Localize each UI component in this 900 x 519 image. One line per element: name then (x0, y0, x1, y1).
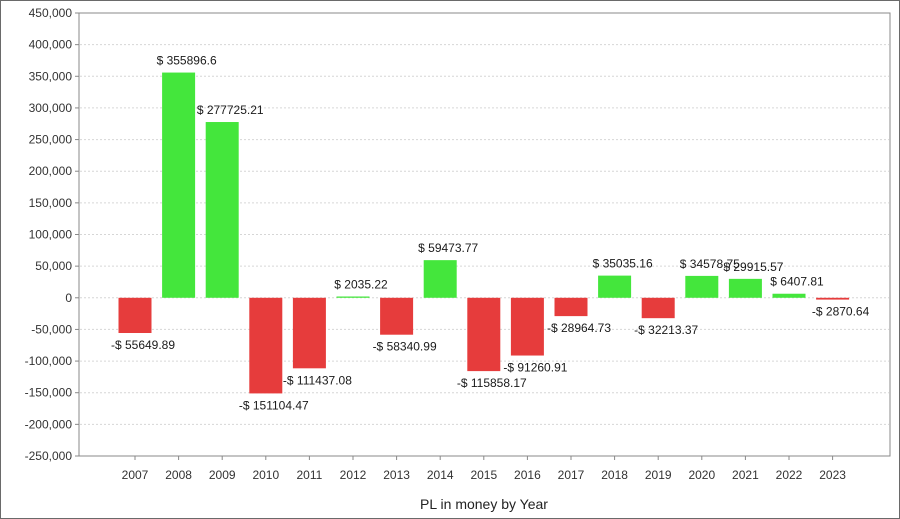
x-tick-label: 2013 (383, 468, 410, 482)
bar (292, 297, 326, 369)
x-tick-label: 2015 (470, 468, 497, 482)
bar (728, 278, 762, 298)
data-label: $ 29915.57 (723, 260, 783, 274)
y-tick-label: -200,000 (25, 417, 73, 431)
data-label: -$ 55649.89 (111, 338, 175, 352)
y-tick-label: -50,000 (31, 322, 72, 336)
x-tick-label: 2009 (209, 468, 236, 482)
data-label: $ 59473.77 (418, 241, 478, 255)
data-label: -$ 151104.47 (239, 398, 309, 412)
x-tick-label: 2016 (514, 468, 541, 482)
x-tick-label: 2019 (645, 468, 672, 482)
y-axis-tick-labels: -250,000 -200,000 -150,000 -100,000 -50,000 0… (25, 6, 73, 463)
y-tick-label: -100,000 (25, 354, 73, 368)
x-tick-label: 2020 (688, 468, 715, 482)
x-tick-label: 2010 (252, 468, 279, 482)
x-tick-label: 2007 (122, 468, 149, 482)
x-tick-label: 2011 (296, 468, 322, 482)
bar (685, 275, 719, 298)
y-tick-label: 50,000 (35, 259, 72, 273)
bar (467, 297, 501, 372)
x-axis-tick-labels: 2007 2008 2009 2010 2011 2012 2013 2014 2015 2016… (122, 468, 847, 482)
bar (205, 122, 239, 298)
x-tick-label: 2021 (732, 468, 759, 482)
data-label: $ 6407.81 (770, 275, 824, 289)
bar (772, 293, 806, 298)
y-tick-label: 400,000 (29, 38, 73, 52)
y-tick-label: 250,000 (29, 133, 73, 147)
bar (249, 297, 283, 394)
x-tick-label: 2012 (340, 468, 367, 482)
bar (816, 297, 850, 300)
y-tick-label: 450,000 (29, 6, 73, 20)
x-tick-label: 2014 (427, 468, 454, 482)
y-tick-label: 300,000 (29, 101, 73, 115)
data-label: $ 2035.22 (334, 277, 388, 291)
data-label: -$ 2870.64 (812, 305, 870, 319)
data-label: $ 355896.6 (157, 54, 217, 68)
data-label: $ 34578.75 (680, 257, 740, 271)
bars (118, 72, 850, 394)
data-label: -$ 58340.99 (373, 340, 437, 354)
data-label: -$ 32213.37 (634, 323, 698, 337)
x-tick-label: 2023 (819, 468, 846, 482)
y-tick-label: -250,000 (25, 449, 73, 463)
x-tick-label: 2017 (558, 468, 585, 482)
bar (118, 297, 152, 334)
y-tick-label: 0 (65, 291, 72, 305)
data-labels: -$ 55649.89 $ 355896.6 $ 277725.21 -$ 15110… (111, 54, 870, 413)
x-axis-title: PL in money by Year (420, 496, 548, 512)
x-tick-label: 2018 (601, 468, 628, 482)
bar (336, 296, 370, 298)
bar (380, 297, 414, 335)
data-label: -$ 115858.17 (457, 376, 527, 390)
data-label: $ 277725.21 (197, 103, 264, 117)
data-label: -$ 28964.73 (547, 321, 611, 335)
y-tick-label: 100,000 (29, 228, 73, 242)
y-tick-label: 200,000 (29, 164, 73, 178)
data-label: -$ 111437.08 (283, 373, 352, 387)
data-label: -$ 91260.91 (503, 361, 567, 375)
bar (641, 297, 675, 319)
bar (162, 72, 196, 298)
data-label: $ 35035.16 (593, 257, 653, 271)
x-tick-label: 2008 (165, 468, 192, 482)
bar (510, 297, 544, 356)
bar (598, 275, 632, 298)
bar (423, 260, 457, 298)
bar (554, 297, 588, 317)
y-tick-label: 350,000 (29, 69, 73, 83)
y-tick-label: 150,000 (29, 196, 73, 210)
x-tick-label: 2022 (776, 468, 803, 482)
y-tick-label: -150,000 (25, 386, 73, 400)
